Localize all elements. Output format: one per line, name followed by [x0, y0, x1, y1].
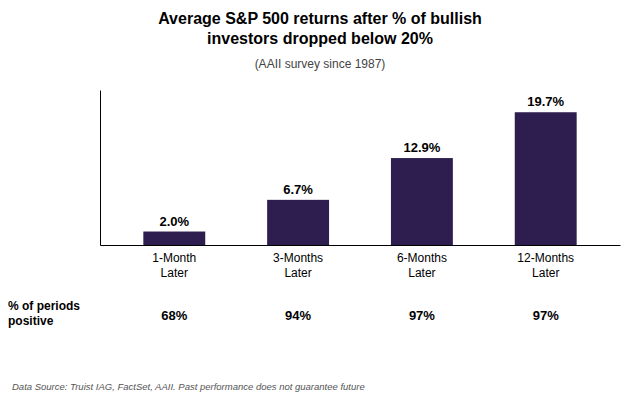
bar: [143, 232, 205, 245]
source: Data Source: Truist IAG, FactSet, AAII. …: [12, 381, 365, 392]
x-tick-label-line: 12-Months: [517, 251, 574, 265]
bar: [391, 158, 453, 245]
positive-row-label: % of periodspositive: [8, 299, 80, 328]
title-line: Average S&P 500 returns after % of bulli…: [158, 10, 482, 27]
x-tick-label: 6-MonthsLater: [397, 251, 447, 280]
subtitle-line: (AAII survey since 1987): [255, 57, 386, 71]
x-tick-label-line: Later: [161, 266, 188, 280]
x-tick-label-line: 1-Month: [152, 251, 196, 265]
positive-row-label-line: positive: [8, 314, 54, 328]
x-tick-label-line: 6-Months: [397, 251, 447, 265]
data-label: 12.9%: [403, 140, 440, 155]
chart: Average S&P 500 returns after % of bulli…: [0, 0, 640, 400]
x-tick-label: 12-MonthsLater: [517, 251, 574, 280]
data-label: 2.0%: [159, 214, 189, 229]
x-tick: 1-MonthLater: [152, 251, 196, 280]
x-tick-label-line: Later: [284, 266, 311, 280]
x-tick: 6-MonthsLater: [397, 251, 447, 280]
x-axis-line: [101, 245, 621, 246]
bars: [143, 112, 576, 245]
data-label: 19.7%: [527, 94, 564, 109]
bar: [267, 200, 329, 245]
x-tick-label-line: Later: [532, 266, 559, 280]
x-tick-label: 1-MonthLater: [152, 251, 196, 280]
positive-value: 94%: [285, 308, 311, 323]
positive-row-label-line: % of periods: [8, 299, 80, 313]
x-tick-label-line: Later: [408, 266, 435, 280]
positive-row: % of periodspositive 68% 94% 97% 97%: [8, 299, 559, 328]
data-labels: 2.0% 6.7% 12.9% 19.7%: [159, 94, 564, 228]
x-tick-label: 3-MonthsLater: [273, 251, 323, 280]
x-tick-label-line: 3-Months: [273, 251, 323, 265]
x-tick: 3-MonthsLater: [273, 251, 323, 280]
positive-value: 97%: [409, 308, 435, 323]
x-tick: 12-MonthsLater: [517, 251, 574, 280]
x-axis: 1-MonthLater3-MonthsLater6-MonthsLater12…: [101, 246, 621, 280]
data-label: 6.7%: [283, 182, 313, 197]
y-axis-line: [100, 91, 101, 246]
positive-value: 68%: [161, 308, 187, 323]
title: Average S&P 500 returns after % of bulli…: [158, 10, 482, 47]
title-line: investors dropped below 20%: [207, 30, 433, 47]
positive-value: 97%: [533, 308, 559, 323]
bar: [515, 112, 577, 245]
y-axis: [100, 91, 101, 246]
subtitle: (AAII survey since 1987): [255, 57, 386, 71]
